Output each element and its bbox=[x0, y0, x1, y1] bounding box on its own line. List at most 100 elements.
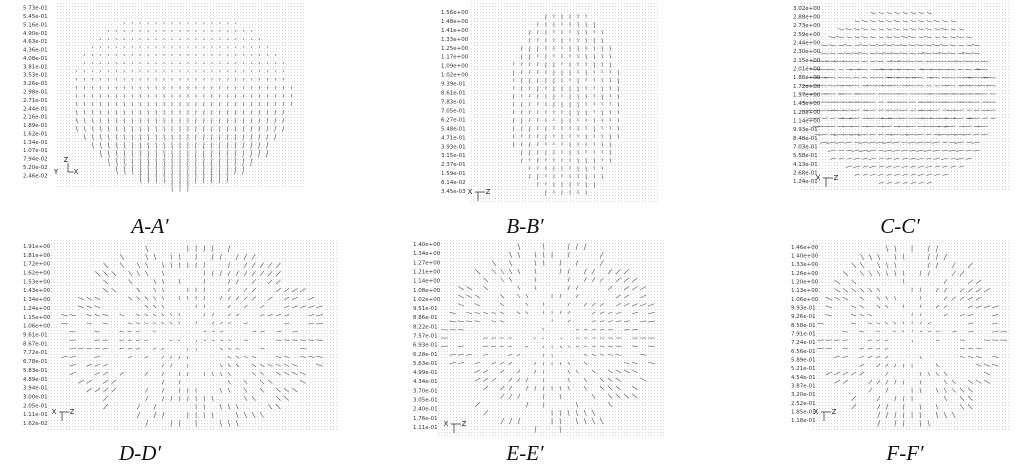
colorbar-label: 5.63e-01 bbox=[413, 361, 438, 367]
panel: 1.56e+001.48e+001.41e+001.33e+001.25e+00… bbox=[441, 2, 660, 238]
colorbar-label: 1.43e+00 bbox=[23, 288, 51, 294]
colorbar-label: 8.86e-01 bbox=[413, 315, 438, 321]
colorbar-label: 1.17e+00 bbox=[441, 55, 469, 61]
colorbar-label: 6.56e-01 bbox=[791, 349, 816, 355]
colorbar-label: 3.94e-01 bbox=[23, 386, 48, 392]
figure: 5.73e-015.45e-015.16e-014.90e-014.63e-01… bbox=[0, 0, 1019, 470]
colorbar-label: 1.21e+00 bbox=[413, 270, 441, 276]
colorbar-label: 7.91e-01 bbox=[791, 332, 816, 338]
axis-label: Z bbox=[486, 188, 491, 196]
colorbar-label: 1.89e-01 bbox=[23, 123, 48, 129]
colorbar-label: 9.93e-01 bbox=[791, 306, 816, 312]
colorbar-label: 5.21e-01 bbox=[791, 366, 816, 372]
colorbar-label: 1.14e+00 bbox=[793, 119, 821, 125]
axis-label: X bbox=[52, 408, 57, 416]
colorbar-label: 5.16e-01 bbox=[23, 23, 48, 29]
colorbar-label: 2.73e+00 bbox=[793, 23, 821, 29]
colorbar-label: 8.58e-01 bbox=[791, 323, 816, 329]
colorbar-label: 4.13e-01 bbox=[793, 162, 818, 168]
colorbar-label: 4.63e-01 bbox=[23, 39, 48, 45]
colorbar-label: 1.59e-01 bbox=[441, 171, 466, 177]
colorbar-label: 1.34e+00 bbox=[413, 251, 441, 257]
colorbar-label: 1.91e+00 bbox=[23, 244, 51, 250]
panel: 1.91e+001.81e+001.72e+001.62e+001.53e+00… bbox=[23, 240, 338, 465]
colorbar-label: 3.70e-01 bbox=[413, 388, 438, 394]
colorbar-label: 1.57e+00 bbox=[793, 93, 821, 99]
colorbar-label: 2.88e+00 bbox=[793, 15, 821, 21]
colorbar-label: 3.81e-01 bbox=[23, 64, 48, 70]
colorbar-label: 1.62e-01 bbox=[23, 131, 48, 137]
colorbar-label: 7.24e-01 bbox=[791, 340, 816, 346]
colorbar-label: 3.15e-01 bbox=[441, 153, 466, 159]
colorbar-label: 1.07e-01 bbox=[23, 148, 48, 154]
colorbar-label: 1.85e-01 bbox=[791, 410, 816, 416]
colorbar-label: 1.40e+00 bbox=[413, 242, 441, 248]
caption: D-D′ bbox=[118, 441, 161, 465]
colorbar-label: 1.72e+00 bbox=[23, 262, 51, 268]
colorbar-label: 1.11e-01 bbox=[413, 425, 438, 431]
axis-label: Z bbox=[834, 174, 839, 182]
colorbar-label: 3.05e-01 bbox=[413, 398, 438, 404]
colorbar-label: 1.48e+00 bbox=[441, 19, 469, 25]
colorbar-label: 8.14e-02 bbox=[441, 180, 466, 186]
axis-label: X bbox=[468, 188, 473, 196]
colorbar-label: 7.72e-01 bbox=[23, 350, 48, 356]
axis-label: Z bbox=[832, 408, 837, 416]
colorbar-label: 1.25e+00 bbox=[441, 46, 469, 52]
colorbar-label: 1.43e+00 bbox=[793, 101, 821, 107]
plot-background bbox=[470, 2, 660, 202]
colorbar-label: 3.00e-01 bbox=[23, 395, 48, 401]
colorbar-label: 1.62e+00 bbox=[23, 271, 51, 277]
colorbar-label: 7.57e-01 bbox=[413, 334, 438, 340]
colorbar-label: 2.46e-02 bbox=[23, 173, 48, 179]
caption: C-C′ bbox=[880, 214, 920, 238]
colorbar-label: 1.28e+00 bbox=[793, 110, 821, 116]
colorbar-label: 7.83e-01 bbox=[441, 100, 466, 106]
colorbar-label: 9.51e-01 bbox=[413, 306, 438, 312]
caption: E-E′ bbox=[505, 441, 544, 465]
colorbar-label: 3.53e-01 bbox=[23, 73, 48, 79]
colorbar-label: 4.89e-01 bbox=[23, 377, 48, 383]
axis-label: X bbox=[816, 174, 821, 182]
caption: A-A′ bbox=[129, 214, 169, 238]
colorbar-label: 3.45e-03 bbox=[441, 189, 466, 195]
colorbar-label: 9.26e-01 bbox=[791, 314, 816, 320]
colorbar-label: 7.03e-01 bbox=[793, 145, 818, 151]
colorbar-label: 4.99e-01 bbox=[413, 370, 438, 376]
colorbar-label: 2.52e-01 bbox=[791, 401, 816, 407]
axis-label: X bbox=[444, 420, 449, 428]
colorbar-label: 1.56e+00 bbox=[441, 10, 469, 16]
colorbar-label: 1.46e+00 bbox=[791, 245, 819, 251]
colorbar-label: 1.24e-01 bbox=[793, 179, 818, 185]
colorbar-label: 5.89e-01 bbox=[791, 358, 816, 364]
colorbar-label: 3.93e-01 bbox=[441, 144, 466, 150]
colorbar-label: 3.02e+00 bbox=[793, 6, 821, 12]
colorbar-label: 4.36e-01 bbox=[23, 48, 48, 54]
axis-label: X bbox=[74, 168, 79, 176]
colorbar-label: 1.14e+00 bbox=[413, 279, 441, 285]
colorbar-label: 1.53e+00 bbox=[23, 279, 51, 285]
colorbar-label: 1.11e-01 bbox=[23, 412, 48, 418]
colorbar-label: 1.06e+00 bbox=[23, 324, 51, 330]
colorbar-label: 1.33e+00 bbox=[791, 262, 819, 268]
colorbar-label: 1.08e+00 bbox=[413, 288, 441, 294]
axis-label: Z bbox=[64, 156, 69, 164]
colorbar-label: 2.30e+00 bbox=[793, 49, 821, 55]
axis-label: X bbox=[814, 408, 819, 416]
colorbar-label: 3.26e-01 bbox=[23, 81, 48, 87]
panel: 3.02e+002.88e+002.73e+002.59e+002.44e+00… bbox=[793, 2, 1010, 238]
colorbar-label: 1.40e+00 bbox=[791, 254, 819, 260]
colorbar-label: 8.48e-01 bbox=[793, 136, 818, 142]
colorbar-label: 1.86e+00 bbox=[793, 75, 821, 81]
colorbar-label: 4.54e-01 bbox=[791, 375, 816, 381]
colorbar-label: 7.94e-02 bbox=[23, 157, 48, 163]
axis-label: Z bbox=[462, 420, 467, 428]
colorbar-label: 5.58e-01 bbox=[793, 153, 818, 159]
colorbar-label: 9.61e-01 bbox=[23, 333, 48, 339]
colorbar-label: 5.73e-01 bbox=[23, 6, 48, 12]
panel: 1.46e+001.40e+001.33e+001.26e+001.20e+00… bbox=[791, 240, 1010, 465]
colorbar-label: 1.13e+00 bbox=[791, 288, 819, 294]
colorbar-label: 1.18e-01 bbox=[791, 418, 816, 424]
colorbar-label: 2.05e-01 bbox=[23, 403, 48, 409]
caption: B-B′ bbox=[506, 214, 544, 238]
